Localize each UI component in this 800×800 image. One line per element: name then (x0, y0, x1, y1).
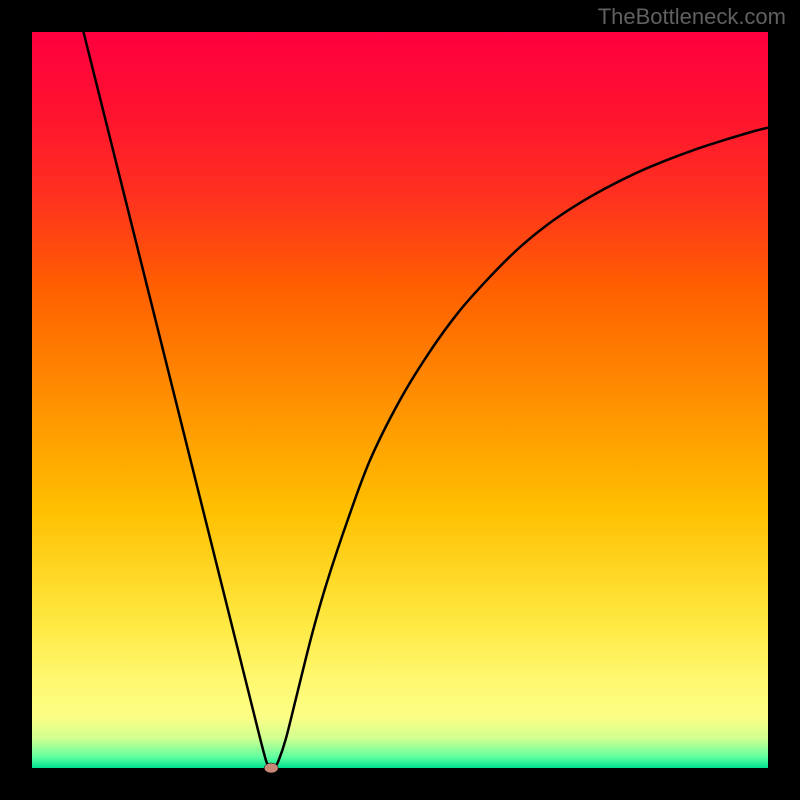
chart-container: TheBottleneck.com (0, 0, 800, 800)
bottleneck-chart-svg (0, 0, 800, 800)
watermark-text: TheBottleneck.com (598, 4, 786, 30)
minimum-marker (264, 763, 278, 773)
